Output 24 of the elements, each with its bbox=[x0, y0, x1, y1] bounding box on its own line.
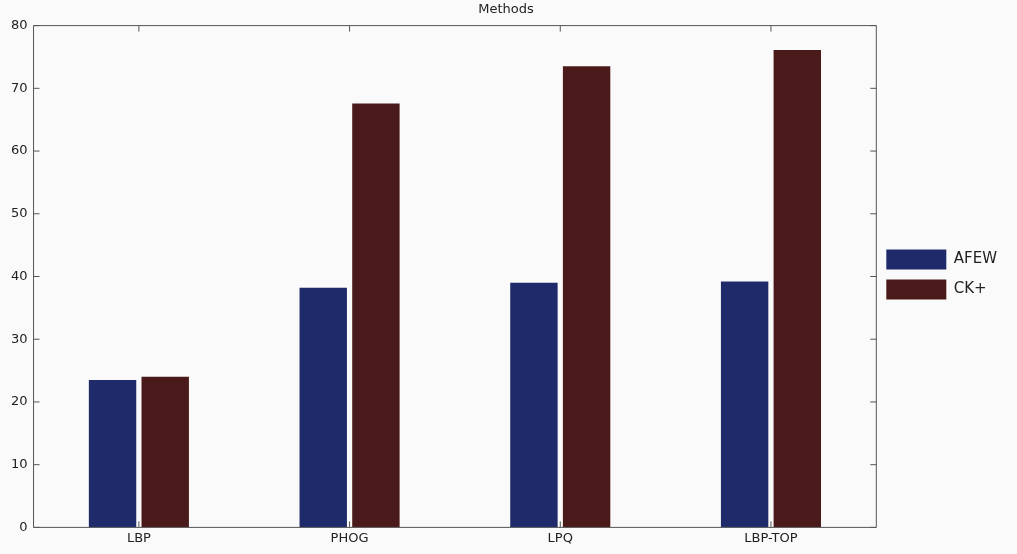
y-tick-label: 10 bbox=[11, 456, 28, 472]
y-tick-label: 40 bbox=[11, 267, 28, 283]
legend-label: AFEW bbox=[953, 249, 998, 268]
y-tick-label: 50 bbox=[11, 205, 28, 221]
bar bbox=[141, 376, 189, 528]
x-tick-label: LBP bbox=[126, 529, 152, 545]
bar bbox=[88, 380, 137, 528]
x-tick-label: PHOG bbox=[330, 529, 369, 545]
y-tick-label: 0 bbox=[19, 518, 28, 534]
bar bbox=[299, 287, 347, 528]
bar bbox=[720, 281, 769, 528]
y-tick-label: 60 bbox=[11, 142, 28, 158]
bar bbox=[510, 282, 558, 528]
bar bbox=[562, 66, 611, 528]
legend-label: CK+ bbox=[953, 279, 987, 298]
bar bbox=[773, 50, 821, 528]
x-tick-label: LBP-TOP bbox=[744, 529, 798, 545]
x-tick-label: LPQ bbox=[547, 529, 573, 545]
y-tick-label: 70 bbox=[11, 79, 28, 95]
chart-title: Methods bbox=[478, 1, 534, 17]
y-tick-label: 30 bbox=[11, 330, 28, 346]
y-tick-label: 80 bbox=[11, 16, 28, 32]
y-tick-label: 20 bbox=[11, 393, 28, 409]
bar bbox=[352, 103, 400, 528]
